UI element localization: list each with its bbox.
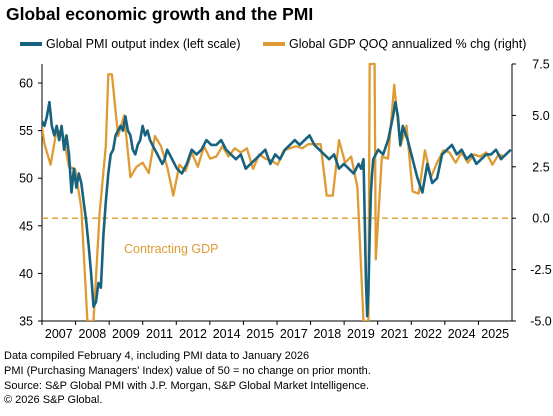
x-tick-label: 2015 [246, 327, 274, 341]
x-tick-label: 2007 [45, 327, 73, 341]
left-y-tick-label: 35 [19, 315, 33, 329]
x-tick-label: 2012 [179, 327, 207, 341]
x-tick-label: 2017 [280, 327, 308, 341]
footnotes: Data compiled February 4, including PMI … [4, 349, 371, 408]
chart-title: Global economic growth and the PMI [6, 4, 314, 24]
legend-label-gdp: Global GDP QOQ annualized % chg (right) [289, 37, 527, 51]
legend-swatch-pmi [20, 42, 42, 46]
left-y-tick-label: 55 [19, 124, 33, 138]
x-tick-label: 2024 [448, 327, 476, 341]
left-y-tick-label: 40 [19, 267, 33, 281]
x-tick-label: 2021 [381, 327, 409, 341]
right-y-tick-label: 0.0 [532, 212, 549, 226]
footnote-line: Data compiled February 4, including PMI … [4, 350, 310, 362]
x-tick-label: 2008 [78, 327, 106, 341]
legend-label-pmi: Global PMI output index (left scale) [46, 37, 241, 51]
right-y-tick-label: 2.5 [532, 160, 549, 174]
left-y-tick-label: 50 [19, 172, 33, 186]
right-y-tick-label: 5.0 [532, 109, 549, 123]
series-line-pmi [42, 100, 512, 318]
right-y-tick-label: -5.0 [530, 315, 552, 329]
footnote-line: PMI (Purchasing Managers' Index) value o… [4, 364, 371, 377]
x-tick-label: 2014 [213, 327, 241, 341]
x-tick-label: 2018 [313, 327, 341, 341]
left-y-tick-label: 60 [19, 77, 33, 91]
legend-item-pmi: Global PMI output index (left scale) [20, 37, 241, 51]
footnote-line: © 2026 S&P Global. [4, 394, 103, 407]
right-y-tick-label: 7.5 [532, 58, 549, 72]
legend-item-gdp: Global GDP QOQ annualized % chg (right) [263, 37, 526, 51]
left-y-tick-label: 45 [19, 219, 33, 233]
series-line-gdp [42, 62, 505, 321]
contracting-gdp-annotation: Contracting GDP [124, 242, 218, 256]
x-tick-label: 2009 [112, 327, 140, 341]
footnote-line: Source: S&P Global PMI with J.P. Morgan,… [4, 379, 370, 392]
x-tick-label: 2025 [481, 327, 509, 341]
right-y-tick-label: -2.5 [530, 263, 552, 277]
x-tick-label: 2011 [146, 327, 173, 341]
legend-swatch-gdp [263, 42, 285, 46]
x-tick-label: 2022 [414, 327, 442, 341]
x-tick-label: 2019 [347, 327, 375, 341]
